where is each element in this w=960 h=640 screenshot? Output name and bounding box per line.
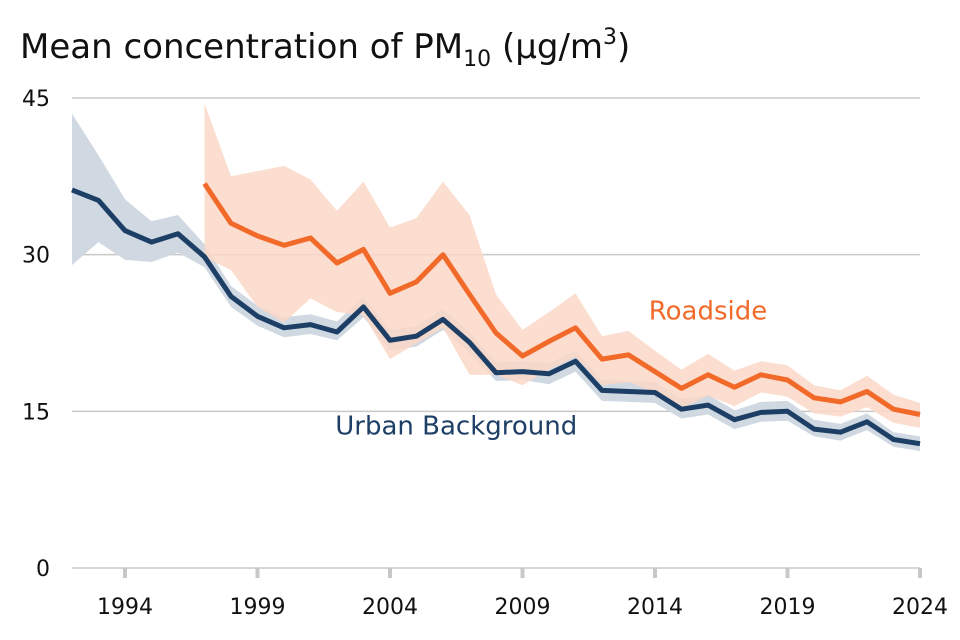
title-superscript: 3	[603, 25, 617, 50]
title-subscript: 10	[463, 47, 491, 72]
y-tick-label-45: 45	[22, 87, 50, 112]
x-tick-label-2009: 2009	[495, 595, 551, 620]
title-units-open: (µg/m	[491, 27, 603, 67]
roadside-band	[204, 103, 920, 428]
x-tick-label-1994: 1994	[97, 595, 153, 620]
x-tick-label-2024: 2024	[892, 595, 948, 620]
series-lines	[71, 182, 921, 447]
roadside-line	[202, 182, 921, 417]
roadside-label: Roadside	[649, 296, 768, 326]
confidence-bands	[72, 103, 920, 451]
urban-background-line	[71, 187, 921, 447]
x-tick-label-2014: 2014	[627, 595, 683, 620]
urban-background-label: Urban Background	[335, 411, 577, 441]
series-labels: Roadside Urban Background	[335, 296, 767, 441]
x-tick-label-2019: 2019	[760, 595, 816, 620]
title-units-close: )	[617, 27, 630, 67]
y-tick-label-0: 0	[36, 557, 50, 582]
chart-title: Mean concentration of PM10 (µg/m3)	[20, 25, 630, 72]
x-axis: 1994 1999 2004 2009 2014 2019 2024	[72, 567, 948, 620]
x-tick-label-2004: 2004	[362, 595, 418, 620]
urban-background-band	[72, 113, 920, 451]
y-tick-label-30: 30	[22, 244, 50, 269]
y-tick-label-15: 15	[22, 400, 50, 425]
x-tick-label-1999: 1999	[230, 595, 286, 620]
title-text: Mean concentration of PM	[20, 27, 463, 67]
